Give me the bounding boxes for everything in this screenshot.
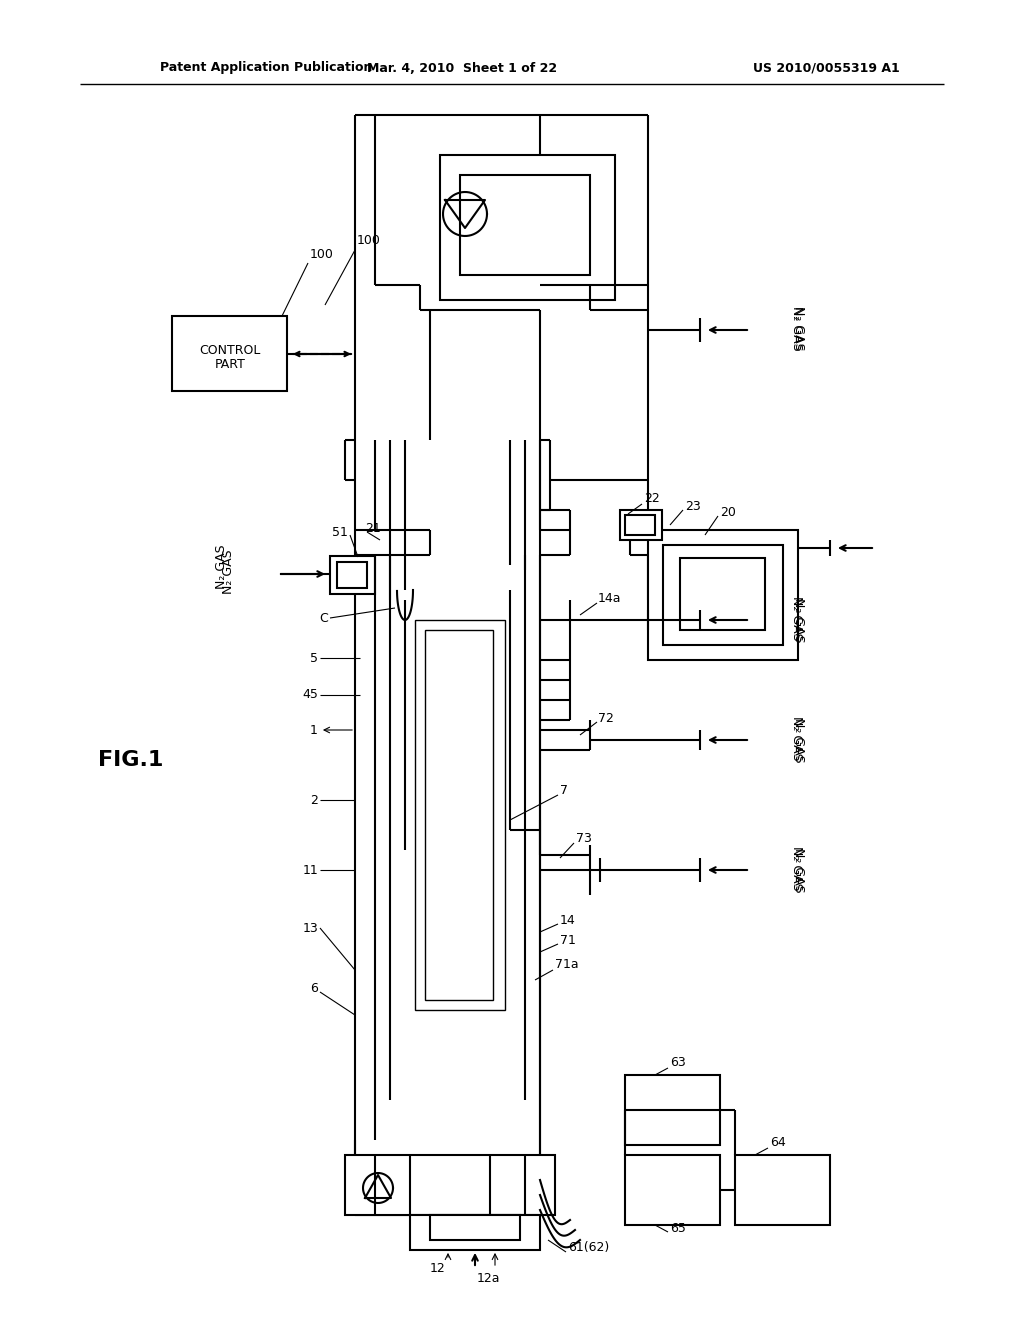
- Text: 5: 5: [310, 652, 318, 664]
- Text: 64: 64: [770, 1135, 785, 1148]
- Bar: [330, 556, 375, 594]
- Text: 61(62): 61(62): [568, 1242, 609, 1254]
- Text: 6: 6: [310, 982, 318, 994]
- Text: 11: 11: [302, 863, 318, 876]
- Text: 14: 14: [560, 913, 575, 927]
- Text: 72: 72: [598, 711, 613, 725]
- Text: 1: 1: [310, 723, 318, 737]
- Text: 100: 100: [310, 248, 334, 261]
- Text: 23: 23: [685, 499, 700, 512]
- Bar: [430, 1214, 520, 1239]
- Bar: [410, 1214, 540, 1250]
- Text: N₂ GAS: N₂ GAS: [790, 595, 803, 640]
- Bar: [680, 558, 765, 630]
- Text: PART: PART: [215, 358, 246, 371]
- Text: 45: 45: [302, 689, 318, 701]
- Text: N₂ GAS: N₂ GAS: [790, 715, 803, 760]
- Text: 100: 100: [357, 235, 381, 248]
- Bar: [345, 1155, 555, 1214]
- Text: N₂ GAS: N₂ GAS: [792, 847, 805, 892]
- Text: 22: 22: [644, 491, 659, 504]
- Text: 65: 65: [670, 1221, 686, 1234]
- Bar: [172, 315, 287, 391]
- Text: N₂ GAS: N₂ GAS: [790, 306, 803, 350]
- Text: N₂ GAS: N₂ GAS: [222, 549, 234, 594]
- Text: 13: 13: [302, 921, 318, 935]
- Bar: [425, 630, 493, 1001]
- Text: 51: 51: [332, 525, 348, 539]
- Bar: [460, 176, 590, 275]
- Bar: [648, 531, 798, 660]
- Text: N₂ GAS: N₂ GAS: [215, 545, 228, 589]
- Text: N₂ GAS: N₂ GAS: [792, 598, 805, 643]
- Text: 71: 71: [560, 933, 575, 946]
- Bar: [735, 1155, 830, 1225]
- Text: C: C: [319, 611, 328, 624]
- Text: Patent Application Publication: Patent Application Publication: [160, 62, 373, 74]
- Text: FIG.1: FIG.1: [98, 750, 164, 770]
- Text: 73: 73: [575, 832, 592, 845]
- Text: N₂ GAS: N₂ GAS: [792, 718, 805, 763]
- Bar: [620, 510, 662, 540]
- Text: N₂ GAS: N₂ GAS: [790, 846, 803, 890]
- Text: 20: 20: [720, 507, 736, 520]
- Bar: [625, 1155, 720, 1225]
- Text: 63: 63: [670, 1056, 686, 1068]
- Text: N₂ GAS: N₂ GAS: [792, 306, 805, 350]
- Text: 14a: 14a: [598, 591, 622, 605]
- Bar: [625, 1074, 720, 1144]
- Bar: [663, 545, 783, 645]
- Text: 7: 7: [560, 784, 568, 796]
- Text: 12a: 12a: [476, 1271, 500, 1284]
- Text: 71a: 71a: [555, 958, 579, 972]
- Bar: [440, 154, 615, 300]
- Bar: [415, 620, 505, 1010]
- Bar: [625, 515, 655, 535]
- Text: US 2010/0055319 A1: US 2010/0055319 A1: [754, 62, 900, 74]
- Bar: [337, 562, 367, 587]
- Text: Mar. 4, 2010  Sheet 1 of 22: Mar. 4, 2010 Sheet 1 of 22: [367, 62, 557, 74]
- Text: 21: 21: [365, 521, 381, 535]
- Text: 12: 12: [430, 1262, 445, 1275]
- Text: CONTROL: CONTROL: [200, 343, 261, 356]
- Text: 2: 2: [310, 793, 318, 807]
